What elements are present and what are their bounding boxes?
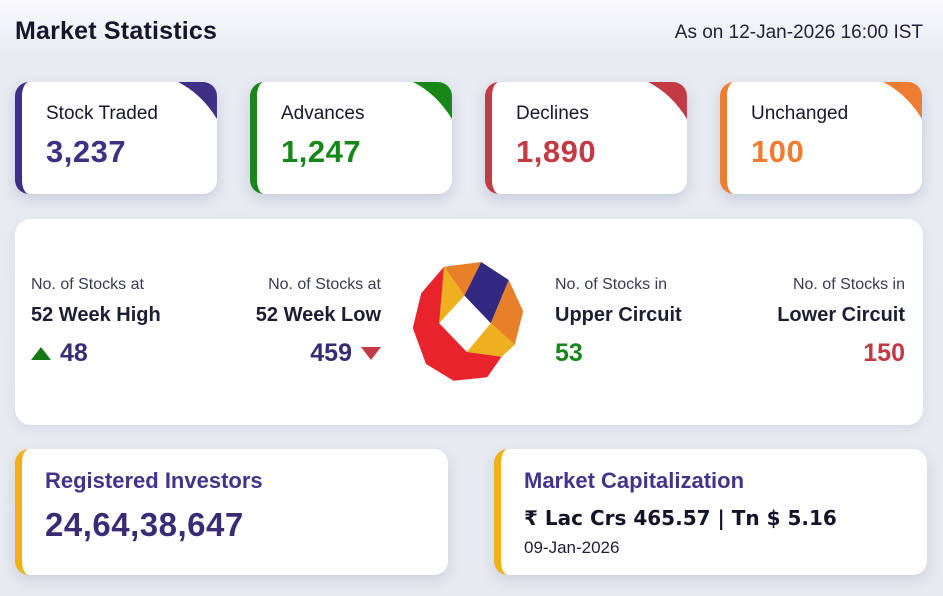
stat-label: No. of Stocks in [792, 276, 905, 293]
registered-investors-value: 24,64,38,647 [45, 506, 244, 543]
header: Market Statistics As on 12-Jan-2026 16:0… [0, 0, 943, 46]
summary-cards-row: Stock Traded 3,237 Advances 1,247 Declin… [15, 82, 922, 194]
stock-traded-card[interactable]: Stock Traded 3,237 [15, 82, 217, 194]
nse-logo [381, 256, 555, 388]
declines-card[interactable]: Declines 1,890 [485, 82, 687, 194]
stat-title: 52 Week Low [255, 304, 381, 326]
corner-fold-icon [178, 82, 217, 119]
card-title: Registered Investors [45, 468, 263, 493]
market-cap-value: ₹ Lac Crs 465.57 | Tn $ 5.16 [524, 506, 837, 530]
market-capitalization-card[interactable]: Market Capitalization ₹ Lac Crs 465.57 |… [494, 449, 927, 575]
stat-value: 48 [60, 339, 88, 367]
stat-label: No. of Stocks at [268, 276, 381, 293]
stat-title: Lower Circuit [777, 304, 905, 326]
stat-value: 53 [555, 339, 583, 367]
card-label: Unchanged [751, 103, 849, 124]
corner-fold-icon [648, 82, 687, 119]
corner-fold-icon [883, 82, 922, 119]
stat-52-week-low: No. of Stocks at 52 Week Low 459 [221, 276, 381, 368]
card-label: Stock Traded [46, 103, 158, 124]
stat-52-week-high: No. of Stocks at 52 Week High 48 [31, 276, 221, 368]
advances-card[interactable]: Advances 1,247 [250, 82, 452, 194]
stat-lower-circuit: No. of Stocks in Lower Circuit 150 [755, 276, 905, 368]
card-label: Advances [281, 103, 365, 124]
card-title: Market Capitalization [524, 468, 745, 493]
down-arrow-icon [361, 347, 381, 360]
card-value: 1,247 [281, 134, 362, 169]
card-value: 100 [751, 134, 805, 169]
up-arrow-icon [31, 347, 51, 360]
stocks-stats-panel: No. of Stocks at 52 Week High 48 No. of … [15, 219, 923, 425]
stat-title: Upper Circuit [555, 304, 682, 326]
stat-title: 52 Week High [31, 304, 161, 326]
stat-label: No. of Stocks at [31, 276, 144, 293]
stat-upper-circuit: No. of Stocks in Upper Circuit 53 [555, 276, 755, 368]
stat-value: 459 [310, 339, 352, 367]
unchanged-card[interactable]: Unchanged 100 [720, 82, 922, 194]
corner-fold-icon [413, 82, 452, 119]
card-value: 1,890 [516, 134, 597, 169]
card-label: Declines [516, 103, 589, 124]
nse-logo-icon [412, 262, 524, 381]
bottom-cards-row: Registered Investors 24,64,38,647 Market… [15, 449, 927, 575]
stat-label: No. of Stocks in [555, 276, 668, 293]
as-on-timestamp: As on 12-Jan-2026 16:00 IST [674, 22, 923, 43]
registered-investors-card[interactable]: Registered Investors 24,64,38,647 [15, 449, 448, 575]
stat-value: 150 [863, 339, 905, 367]
market-cap-date: 09-Jan-2026 [524, 538, 620, 557]
page-title: Market Statistics [15, 17, 218, 45]
card-value: 3,237 [46, 134, 127, 169]
